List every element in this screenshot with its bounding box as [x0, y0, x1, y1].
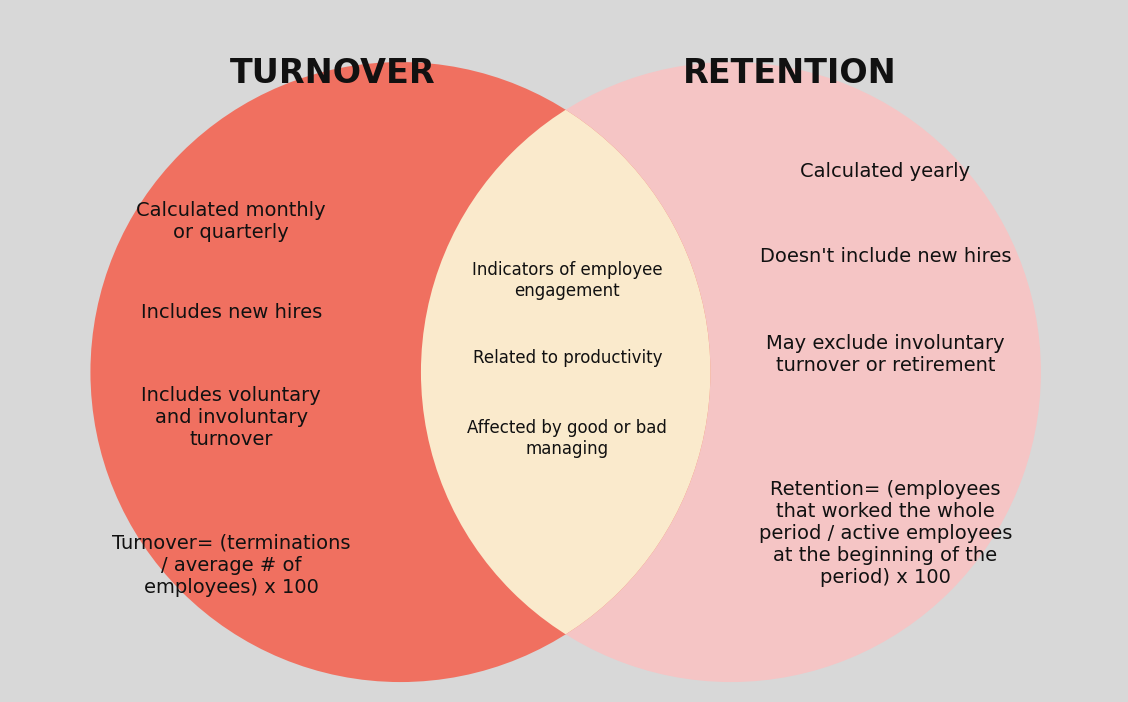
Ellipse shape [90, 62, 711, 682]
Text: Includes voluntary
and involuntary
turnover: Includes voluntary and involuntary turno… [141, 386, 321, 449]
Text: Turnover= (terminations
/ average # of
employees) x 100: Turnover= (terminations / average # of e… [112, 534, 351, 597]
Text: Indicators of employee
engagement: Indicators of employee engagement [473, 261, 662, 300]
Text: Retention= (employees
that worked the whole
period / active employees
at the beg: Retention= (employees that worked the wh… [759, 480, 1012, 587]
Ellipse shape [421, 62, 1041, 682]
Text: Calculated monthly
or quarterly: Calculated monthly or quarterly [136, 201, 326, 241]
Text: RETENTION: RETENTION [682, 57, 897, 91]
Text: Related to productivity: Related to productivity [473, 349, 662, 367]
Text: Calculated yearly: Calculated yearly [801, 162, 970, 182]
Text: TURNOVER: TURNOVER [230, 57, 435, 91]
Text: Affected by good or bad
managing: Affected by good or bad managing [467, 419, 668, 458]
Text: Includes new hires: Includes new hires [141, 303, 321, 322]
Ellipse shape [421, 62, 1041, 682]
Text: May exclude involuntary
turnover or retirement: May exclude involuntary turnover or reti… [766, 334, 1005, 375]
Text: Doesn't include new hires: Doesn't include new hires [760, 246, 1011, 266]
